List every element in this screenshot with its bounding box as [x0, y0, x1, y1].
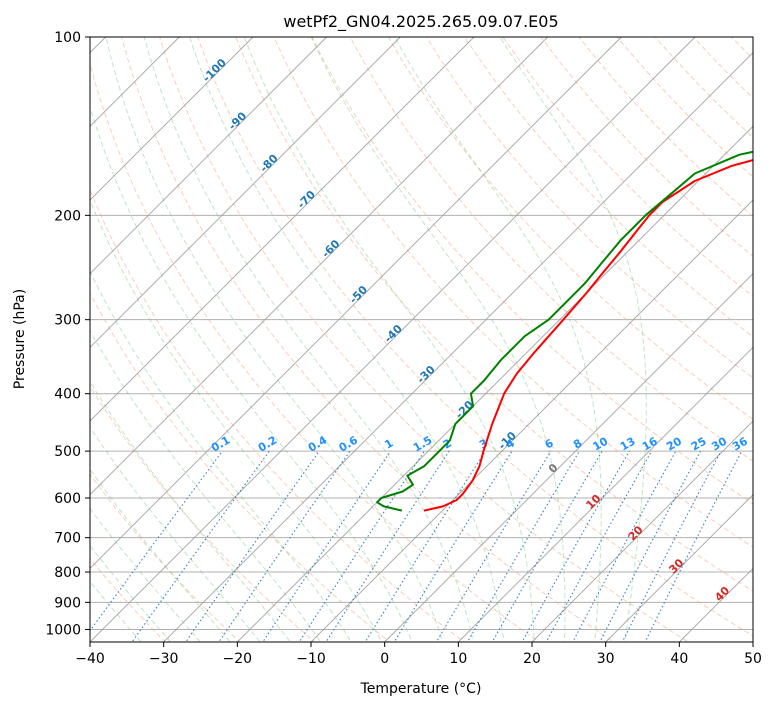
mixing-ratio-line	[466, 450, 580, 642]
moist-adiabat	[499, 37, 647, 642]
dry-adiabat	[159, 37, 690, 642]
y-tick-label: 900	[54, 595, 81, 611]
x-tick-label: 30	[597, 651, 615, 667]
mixing-ratio-line	[131, 450, 270, 642]
moist-adiabat	[310, 37, 566, 642]
mixing-ratio-line	[325, 450, 450, 642]
mixing-ratio-line	[218, 450, 351, 642]
y-tick-label: 700	[54, 531, 81, 547]
dry-adiabat	[90, 292, 391, 642]
isotherm	[605, 494, 753, 642]
dry-adiabat	[349, 37, 753, 462]
isotherm	[90, 37, 254, 201]
isotherm	[458, 346, 753, 642]
moist-adiabat	[90, 468, 231, 642]
dry-adiabat	[120, 37, 615, 642]
isotherm	[90, 37, 622, 569]
isotherm	[237, 125, 753, 642]
x-axis: −40 −30 −20 −10 0 10 20 30 40 50	[75, 642, 762, 667]
temperature-line	[423, 158, 753, 512]
mixing-ratio-line	[545, 450, 653, 642]
dry-adiabat	[197, 37, 753, 637]
dry-adiabat	[273, 37, 753, 548]
isotherms	[90, 37, 753, 642]
x-tick-label: 20	[523, 651, 541, 667]
dry-adiabat	[90, 557, 167, 642]
y-tick-label: 500	[54, 444, 81, 460]
x-axis-label: Temperature (°C)	[360, 681, 482, 697]
moist-adiabats	[90, 37, 647, 642]
x-tick-label: −20	[223, 651, 253, 667]
mixing-ratio-line	[435, 450, 552, 642]
dry-adiabat	[425, 37, 753, 379]
x-tick-label: 40	[670, 651, 688, 667]
x-tick-label: −10	[296, 651, 326, 667]
chart-title: wetPf2_GN04.2025.265.09.07.E05	[283, 12, 558, 32]
isotherm	[90, 37, 327, 275]
moist-adiabat	[90, 544, 172, 642]
isotherm	[163, 52, 753, 642]
dry-adiabat	[90, 385, 316, 642]
dry-adiabat	[311, 37, 753, 505]
profile-series	[376, 150, 753, 512]
moist-adiabat	[90, 329, 322, 642]
y-tick-label: 800	[54, 565, 81, 581]
y-tick-label: 400	[54, 387, 81, 403]
plot-background	[90, 37, 753, 642]
moist-adiabat	[90, 507, 202, 642]
y-tick-label: 1000	[45, 622, 81, 638]
mixing-ratio-line	[364, 450, 486, 642]
isotherm	[90, 37, 475, 422]
dry-adiabat	[90, 62, 540, 642]
y-axis-label: Pressure (hPa)	[12, 289, 28, 389]
moist-adiabat	[90, 426, 261, 642]
dry-adiabat	[235, 37, 753, 592]
moist-adiabat	[143, 37, 474, 642]
y-tick-label: 200	[54, 208, 81, 224]
moist-adiabat	[189, 37, 505, 642]
plot-area	[90, 37, 753, 642]
mixing-ratio-line	[262, 450, 392, 642]
x-tick-label: 50	[744, 651, 762, 667]
mixing-ratio-line	[572, 450, 677, 642]
moist-adiabat	[105, 37, 444, 642]
grid-lines	[90, 37, 753, 630]
x-tick-label: 0	[380, 651, 389, 667]
y-tick-label: 300	[54, 313, 81, 329]
isotherm	[90, 37, 696, 642]
dry-adiabats	[90, 37, 753, 642]
dry-adiabat	[464, 37, 753, 338]
plot-frame	[89, 36, 754, 643]
isotherm	[90, 37, 548, 496]
isotherm	[384, 273, 753, 642]
mixing-ratio-line	[491, 450, 603, 642]
y-tick-label: 100	[54, 30, 81, 46]
y-axis: 100 200 300 400 500 600 700 800 900 1000	[45, 30, 90, 638]
moist-adiabat	[90, 198, 383, 642]
moist-adiabat	[243, 37, 535, 642]
x-tick-label: −40	[75, 651, 105, 667]
isotherm	[90, 37, 401, 348]
mixing-ratio-line	[599, 450, 701, 642]
moist-adiabat	[394, 37, 602, 642]
mixing-ratio-line	[298, 450, 425, 642]
moist-adiabat	[90, 380, 291, 642]
y-tick-label: 600	[54, 491, 81, 507]
dewpoint-line	[376, 150, 753, 512]
x-tick-label: 10	[449, 651, 467, 667]
mixing-ratio-lines	[90, 450, 743, 642]
isotherm	[310, 199, 753, 642]
x-tick-label: −30	[149, 651, 179, 667]
moist-adiabat	[90, 580, 142, 642]
isotherm	[531, 420, 753, 642]
mixing-ratio-line	[393, 450, 513, 642]
moist-adiabat	[90, 270, 352, 642]
